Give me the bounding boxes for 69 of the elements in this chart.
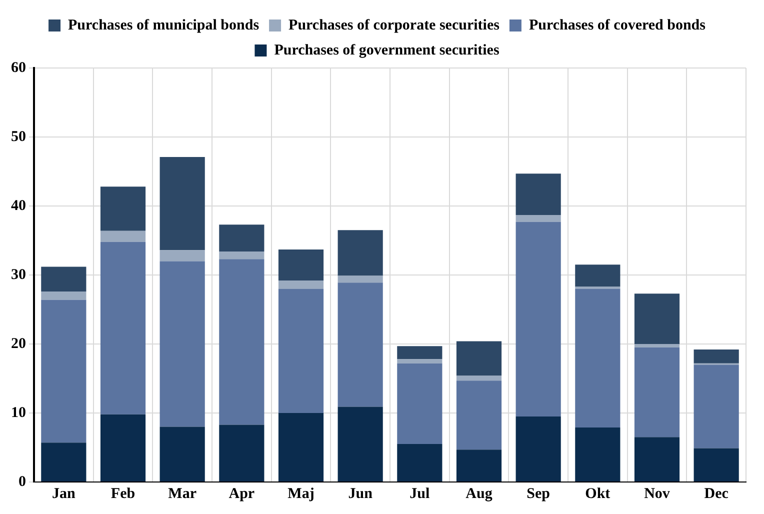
y-tick-label: 50: [11, 128, 26, 145]
bar: [694, 350, 739, 364]
bar: [516, 214, 561, 222]
bar: [634, 294, 680, 344]
x-tick-label: Jan: [52, 486, 76, 502]
bar: [100, 414, 146, 482]
bar: [41, 266, 86, 292]
legend-label: Purchases of covered bonds: [528, 17, 706, 34]
y-tick-label: 0: [18, 474, 26, 490]
bar: [338, 276, 383, 283]
y-tick-label: 10: [11, 404, 26, 421]
bar: [694, 448, 739, 482]
bar: [278, 413, 324, 482]
bar: [338, 406, 383, 482]
bar: [634, 347, 680, 438]
bar: [41, 300, 86, 443]
bar: [575, 264, 620, 287]
bar: [160, 261, 205, 427]
bar: [160, 157, 205, 250]
bar: [516, 416, 561, 482]
bar: [278, 288, 324, 413]
bar: [516, 222, 561, 416]
bar: [41, 292, 86, 300]
bar: [456, 380, 502, 450]
x-tick-label: Feb: [110, 486, 136, 502]
y-tick-label: 20: [11, 336, 26, 352]
bar: [397, 359, 442, 364]
bar: [219, 424, 264, 482]
bar: [219, 252, 264, 260]
bar: [219, 259, 264, 425]
y-tick-label: 30: [11, 266, 26, 283]
bar: [694, 364, 739, 448]
x-tick-label: Jul: [410, 486, 430, 502]
x-tick-label: Aug: [466, 486, 493, 502]
bar: [634, 344, 680, 348]
bar: [575, 427, 620, 482]
bar: [100, 186, 146, 231]
bar: [278, 249, 324, 281]
bar: [516, 174, 561, 215]
bar: [456, 376, 502, 381]
bar: [397, 363, 442, 444]
bar: [100, 230, 146, 242]
legend-label: Purchases of municipal bonds: [68, 17, 260, 34]
y-tick-label: 40: [11, 198, 26, 214]
x-tick-label: Sep: [526, 486, 550, 502]
x-tick-label: Okt: [585, 486, 610, 502]
bar: [397, 346, 442, 360]
bar: [634, 437, 680, 482]
x-tick-label: Jun: [348, 486, 374, 502]
y-tick-label: 60: [11, 60, 26, 76]
x-tick-label: Mar: [168, 486, 197, 502]
x-tick-label: Maj: [288, 486, 314, 502]
bar: [160, 250, 205, 262]
bar: [278, 280, 324, 289]
x-tick-label: Nov: [644, 486, 670, 502]
bar: [41, 442, 86, 482]
bar: [456, 341, 502, 376]
bar: [338, 282, 383, 407]
legend-label: Purchases of government securities: [274, 42, 500, 58]
legend-label: Purchases of corporate securities: [288, 17, 500, 34]
bar: [219, 224, 264, 252]
bar: [397, 444, 442, 482]
bar: [160, 426, 205, 482]
x-tick-label: Apr: [228, 486, 255, 502]
bar: [575, 288, 620, 428]
bar: [100, 242, 146, 414]
bar: [456, 450, 502, 482]
bar: [338, 230, 383, 276]
x-tick-label: Dec: [704, 486, 729, 502]
